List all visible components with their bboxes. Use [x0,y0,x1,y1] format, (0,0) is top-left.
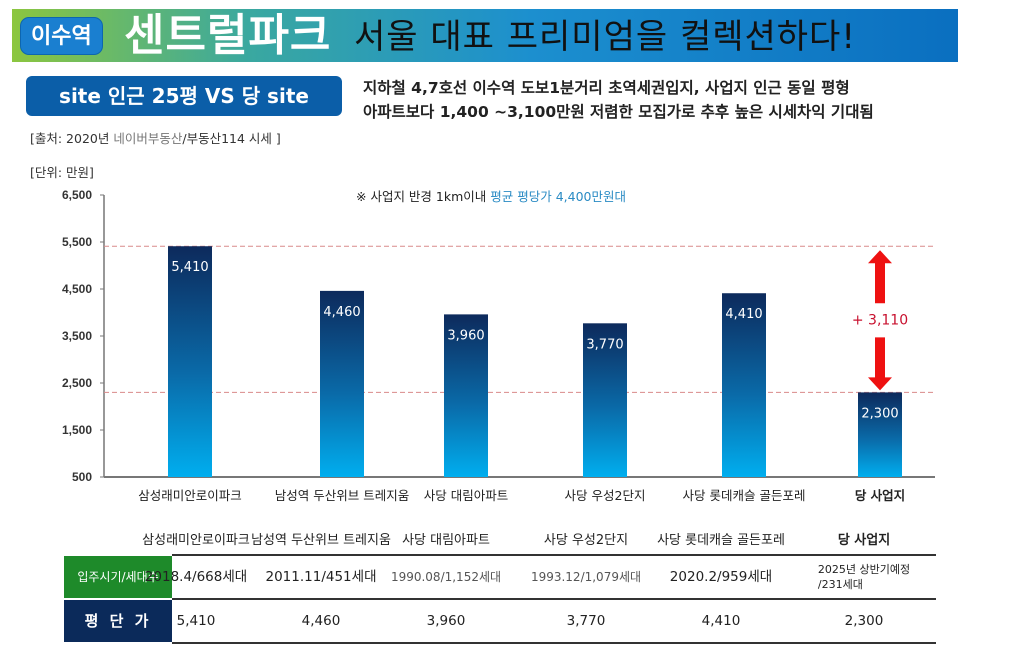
slogan: 서울 대표 프리미엄을 컬렉션하다! [354,17,856,57]
table-rule-top [172,554,936,556]
source-suffix: /부동산114 시세 ] [182,131,281,146]
bar-value-label: 2,300 [861,406,898,421]
x-category-label: 사당 대림아파트 [424,488,508,503]
section-tag: site 인근 25평 VS 당 site [26,76,342,116]
arrow-down-icon [868,337,892,391]
table-row-move-in: 입주시기/세대수 2018.4/668세대 2011.11/451세대 1990.08… [64,556,936,598]
table-cell: 2,300 [844,613,884,629]
source-note: [출처: 2020년 네이버부동산/부동산114 시세 ] [30,128,281,147]
station-badge: 이수역 [20,17,103,55]
table-header-cell: 남성역 두산위브 트레지움 [251,533,391,548]
y-tick-label: 2,500 [62,376,92,390]
bar-value-label: 5,410 [171,260,208,275]
arrow-up-icon [868,250,892,304]
chart-note: ※ 사업지 반경 1km이내 평균 평당가 4,400만원대 [356,186,626,205]
y-tick-label: 5,500 [62,235,92,249]
source-gray: 네이버부동산 [113,131,183,146]
x-category-label: 남성역 두산위브 트레지움 [275,488,409,503]
table-cell: 1990.08/1,152세대 [390,570,502,584]
table-rule-mid [172,598,936,600]
note-prefix: ※ 사업지 반경 1km이내 [356,189,491,204]
table-cell: 2011.11/451세대 [265,569,377,585]
table-header-cell: 당 사업지 [837,533,891,548]
table-header-cell: 삼성래미안로이파크 [142,533,250,548]
x-category-label: 사당 우성2단지 [565,488,646,503]
unit-label: [단위: 만원] [30,165,94,180]
x-category-label: 당 사업지 [855,488,905,503]
bar [722,293,766,477]
source-prefix: [출처: 2020년 [30,131,114,146]
table-cell: 3,960 [426,613,466,629]
y-tick-label: 6,500 [62,188,92,202]
table-cell: 1993.12/1,079세대 [530,570,642,584]
bar-value-label: 3,770 [586,337,623,352]
x-category-label: 삼성래미안로이파크 [138,488,242,503]
table-header-cell: 사당 우성2단지 [543,533,629,548]
description-line-2: 아파트보다 1,400 ~3,100만원 저렴한 모집가로 추후 높은 시세차익… [363,103,874,121]
table-header-cell: 사당 대림아파트 [402,533,490,548]
bar-value-label: 4,410 [725,307,762,322]
table-header-cell: 사당 롯데캐슬 골든포레 [657,533,785,548]
table-cell: 2018.4/668세대 [144,569,248,585]
description-line-1: 지하철 4,7호선 이수역 도보1분거리 초역세권입지, 사업지 인근 동일 평… [363,79,850,97]
bar-value-label: 4,460 [323,305,360,320]
table-cell: 2025년 상반기예정 /231세대 [817,563,911,591]
row-header: 입주시기/세대수 [64,556,172,598]
bar-value-label: 3,960 [447,328,484,343]
difference-label: + 3,110 [852,312,908,328]
table-cell: 3,770 [566,613,606,629]
bar [444,314,488,477]
table-row-price: 평 단 가 5,410 4,460 3,960 3,770 4,410 2,300 [64,600,936,642]
brand-title: 센트럴파크 [124,10,332,61]
bar [320,290,364,477]
y-tick-label: 3,500 [62,329,92,343]
bar [583,323,627,477]
description: 지하철 4,7호선 이수역 도보1분거리 초역세권입지, 사업지 인근 동일 평… [363,76,874,124]
row-header: 평 단 가 [64,600,172,642]
y-tick-label: 4,500 [62,282,92,296]
table-cell: 2020.2/959세대 [669,569,773,585]
note-highlight: 평균 평당가 4,400만원대 [490,189,626,204]
y-tick-label: 500 [72,470,92,484]
bar [168,246,212,477]
bar [858,392,902,477]
title-banner [12,9,958,62]
table-rule-bottom [172,642,936,644]
table-cell: 4,460 [301,613,341,629]
table-cell: 4,410 [701,613,741,629]
y-tick-label: 1,500 [62,423,92,437]
x-category-label: 사당 롯데캐슬 골든포레 [683,488,806,503]
table-cell: 5,410 [176,613,216,629]
